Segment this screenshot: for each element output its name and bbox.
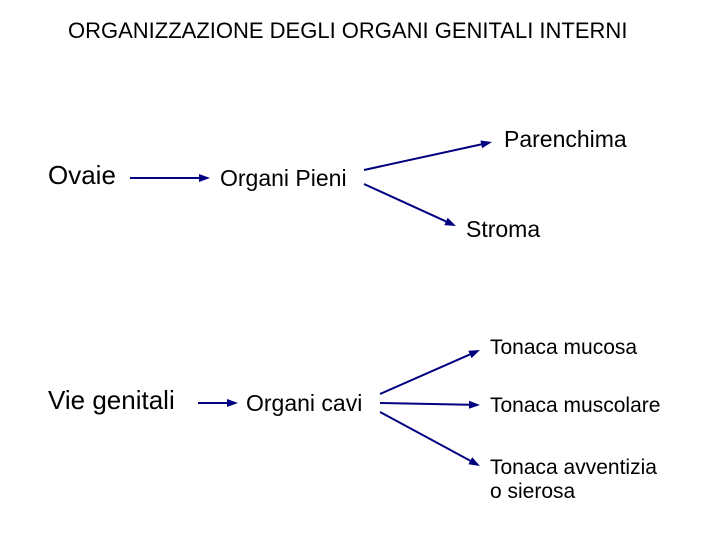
arrow-pieni-to-stroma — [364, 184, 446, 221]
arrows-layer — [0, 0, 720, 540]
arrowhead-cavi-to-mucosa — [468, 350, 480, 358]
diagram-stage: ORGANIZZAZIONE DEGLI ORGANI GENITALI INT… — [0, 0, 720, 540]
arrow-pieni-to-parenchima — [364, 144, 481, 170]
arrow-cavi-to-mucosa — [380, 354, 470, 394]
arrowhead-cavi-to-muscolare — [469, 401, 480, 409]
arrowhead-ovaie-to-pieni — [199, 174, 210, 182]
arrowhead-pieni-to-stroma — [444, 218, 456, 226]
arrowhead-cavi-to-avventizia — [468, 457, 480, 466]
arrowhead-vie-to-cavi — [227, 399, 238, 407]
arrow-cavi-to-muscolare — [380, 403, 469, 405]
arrow-cavi-to-avventizia — [380, 412, 470, 461]
arrowhead-pieni-to-parenchima — [480, 140, 492, 148]
